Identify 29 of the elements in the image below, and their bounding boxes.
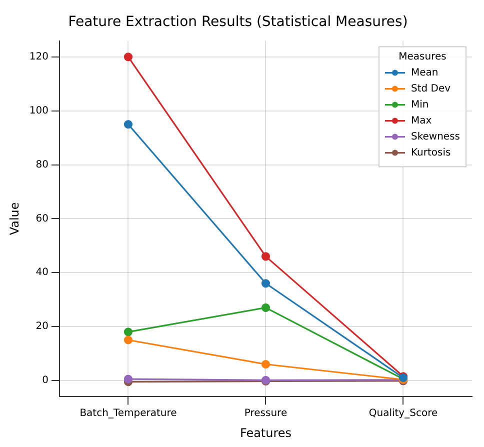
x-tick-label: Pressure [244, 408, 288, 420]
point [261, 303, 270, 312]
chart-title: Feature Extraction Results (Statistical Measures) [68, 14, 408, 30]
x-axis-title: Features [240, 426, 292, 440]
point [124, 374, 133, 384]
legend-label: Std Dev [410, 83, 451, 94]
point [261, 279, 270, 288]
point [124, 328, 133, 336]
point [261, 360, 270, 369]
x-tick-label: Batch_Temperature [80, 408, 177, 420]
legend-label: Kurtosis [410, 147, 451, 158]
y-tick-label: 0 [42, 375, 48, 386]
legend-label: Skewness [410, 131, 460, 142]
point [261, 252, 270, 261]
y-tick-label: 60 [36, 213, 48, 224]
legend-label: Mean [410, 67, 438, 78]
legend-title: Measures [398, 51, 446, 62]
y-tick-label: 20 [36, 321, 48, 332]
y-tick-label: 40 [36, 267, 48, 278]
legend-label: Min [410, 99, 429, 110]
point [124, 120, 133, 129]
y-tick-label: 80 [36, 159, 48, 170]
point [124, 336, 133, 344]
legend-label: Max [410, 115, 432, 126]
y-tick-label: 100 [29, 105, 48, 116]
y-axis-title: Value [7, 202, 22, 236]
point [124, 52, 133, 62]
x-tick-label: Quality_Score [368, 408, 438, 420]
y-tick-label: 120 [29, 52, 48, 63]
